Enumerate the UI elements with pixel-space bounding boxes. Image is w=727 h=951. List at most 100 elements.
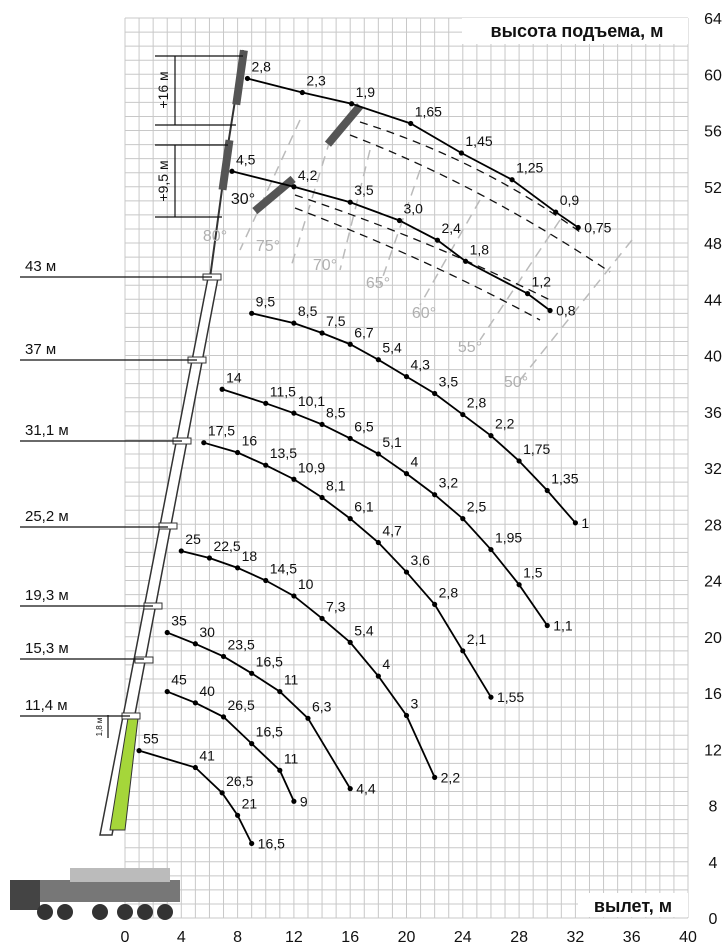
point xyxy=(305,715,311,721)
point xyxy=(263,400,269,406)
point xyxy=(432,492,438,498)
load-label: 1,55 xyxy=(497,689,524,705)
y-tick-label: 64 xyxy=(704,11,722,28)
point xyxy=(544,487,550,494)
y-tick-label: 36 xyxy=(704,405,722,422)
point xyxy=(192,641,198,647)
x-tick-label: 16 xyxy=(341,929,359,946)
point xyxy=(432,390,438,397)
y-tick-label: 48 xyxy=(704,236,722,253)
point xyxy=(516,582,522,588)
load-label: 4,7 xyxy=(382,523,402,539)
x-tick-label: 40 xyxy=(679,929,697,946)
y-tick-label: 56 xyxy=(704,124,722,141)
angle-label: 75° xyxy=(256,238,280,255)
point xyxy=(319,615,325,622)
load-label: 1,8 xyxy=(470,241,490,257)
load-label: 18 xyxy=(242,548,258,564)
y-tick-label: 12 xyxy=(704,742,722,759)
load-label: 17,5 xyxy=(208,423,235,439)
load-label: 1,35 xyxy=(551,471,578,487)
point xyxy=(572,520,579,526)
point xyxy=(263,462,269,468)
load-label: 1 xyxy=(581,515,589,531)
load-label: 23,5 xyxy=(228,636,255,652)
load-label: 26,5 xyxy=(228,697,255,713)
angle-label: 80° xyxy=(203,228,227,245)
load-label: 2,8 xyxy=(251,58,271,74)
point xyxy=(403,471,410,477)
load-curve xyxy=(221,388,548,627)
load-label: 4,5 xyxy=(236,151,256,167)
y-tick-label: 28 xyxy=(704,517,722,534)
point xyxy=(244,75,251,82)
load-label: 8,1 xyxy=(326,478,346,494)
load-label: 2,2 xyxy=(495,416,515,432)
load-label: 25 xyxy=(185,531,201,547)
point xyxy=(347,786,353,792)
point xyxy=(291,320,297,326)
point xyxy=(544,622,550,629)
point xyxy=(319,421,325,428)
point xyxy=(458,150,464,156)
title-bg xyxy=(462,18,688,44)
load-label: 0,8 xyxy=(556,303,576,319)
load-label: 10,9 xyxy=(298,459,325,475)
y-tick-label: 60 xyxy=(704,67,722,84)
point xyxy=(547,307,553,314)
load-label: 6,7 xyxy=(354,324,374,340)
x-tick-label: 36 xyxy=(623,929,641,946)
point xyxy=(403,569,410,575)
jib-dimensions xyxy=(107,55,243,738)
point xyxy=(434,237,441,243)
point xyxy=(403,712,410,719)
point xyxy=(235,449,241,456)
load-label: 9 xyxy=(300,793,308,809)
load-label: 14,5 xyxy=(270,561,297,577)
x-tick-label: 24 xyxy=(454,929,472,946)
point xyxy=(347,341,353,347)
load-label: 9,5 xyxy=(256,293,276,309)
point xyxy=(263,577,269,584)
load-label: 1,45 xyxy=(465,133,492,149)
load-label: 40 xyxy=(199,683,215,699)
load-label: 4,4 xyxy=(356,781,376,797)
point xyxy=(463,258,469,264)
point xyxy=(375,673,381,679)
boom-label: 37 м xyxy=(25,341,56,358)
load-label: 6,1 xyxy=(354,499,374,515)
angle-label: 60° xyxy=(412,305,436,322)
grid xyxy=(124,17,689,919)
load-label: 8,5 xyxy=(298,303,318,319)
load-label: 55 xyxy=(143,731,159,747)
load-label: 5,1 xyxy=(382,434,402,450)
point xyxy=(235,812,241,818)
point xyxy=(229,168,235,174)
point xyxy=(249,840,255,847)
y-tick-label: 4 xyxy=(709,855,718,872)
point xyxy=(349,101,355,107)
x-tick-label: 28 xyxy=(510,929,528,946)
y-axis-title: высота подъема, м xyxy=(491,21,664,41)
load-label: 8,5 xyxy=(326,404,346,420)
load-label: 11 xyxy=(284,672,299,688)
point xyxy=(277,767,283,773)
load-label: 30 xyxy=(199,624,215,640)
point xyxy=(220,714,227,720)
load-label: 1,95 xyxy=(495,530,522,546)
load-label: 35 xyxy=(171,613,187,629)
point xyxy=(219,386,225,392)
y-tick-label: 32 xyxy=(704,461,722,478)
x-tick-label: 20 xyxy=(398,929,416,946)
load-label: 10,1 xyxy=(298,393,325,409)
point xyxy=(488,694,494,700)
point xyxy=(408,120,414,127)
x-tick-label: 0 xyxy=(121,929,130,946)
y-tick-label: 40 xyxy=(704,349,722,366)
angle-label: 70° xyxy=(313,257,337,274)
load-label: 1,1 xyxy=(553,618,573,634)
y-tick-label: 44 xyxy=(704,292,722,309)
crane xyxy=(10,49,364,920)
point xyxy=(375,357,381,363)
boom-label: 19,3 м xyxy=(25,587,69,604)
